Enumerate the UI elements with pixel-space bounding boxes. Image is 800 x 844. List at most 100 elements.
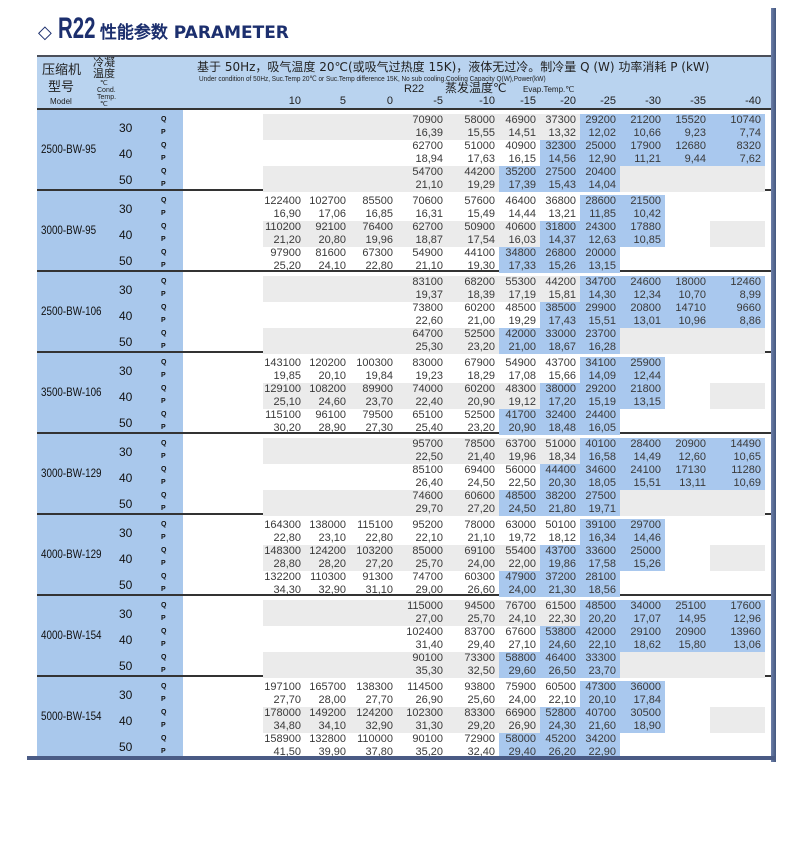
capacity-cell: 102300 [397,707,447,720]
capacity-cell [710,733,765,746]
capacity-cell: 69400 [464,464,495,476]
capacity-cell: 11280 [710,464,765,477]
cond-temp-label: 40 [119,309,133,323]
power-cell: 23,20 [447,341,499,354]
capacity-cell [710,166,765,179]
power-cell: 21,80 [540,503,580,516]
capacity-cell: 40900 [505,140,536,152]
power-row-label: P [161,560,166,567]
power-cell: 18,94 [415,153,443,165]
power-cell: 22,10 [415,532,443,544]
power-cell: 24,00 [499,584,540,597]
power-cell [710,503,765,516]
power-cell: 10,96 [665,315,710,328]
power-cell: 31,10 [365,584,393,596]
capacity-cell: 72900 [464,733,495,745]
power-cell: 18,90 [620,720,665,733]
capacity-cell: 73300 [447,652,499,665]
capacity-cell: 24300 [580,221,620,234]
capacity-cell [710,328,765,341]
power-cell: 23,10 [318,532,346,544]
capacity-cell: 75900 [505,681,536,693]
capacity-cell: 63700 [499,438,540,451]
power-cell: 14,56 [540,153,580,166]
power-cell: 14,30 [580,289,620,302]
capacity-cell [665,357,710,370]
capacity-cell [305,166,350,179]
cond-temp-label: 40 [119,552,133,566]
power-cell: 20,10 [580,694,620,707]
power-cell: 22,00 [499,558,540,571]
capacity-cell: 34000 [620,600,665,613]
capacity-cell: 51000 [540,438,580,451]
capacity-cell: 36000 [620,681,665,694]
cond-temp-label: 40 [119,390,133,404]
capacity-cell: 61500 [540,600,580,613]
power-cell: 24,10 [318,260,346,272]
power-cell [350,341,397,354]
power-cell [263,153,305,166]
capacity-cell [263,652,305,665]
capacity-cell [305,140,350,153]
power-cell: 19,71 [580,503,620,516]
power-cell: 19,12 [499,396,540,409]
model-block: 4000-BW-129 30 Q 164300 138000 115100 95200 780… [37,515,771,597]
power-cell: 15,26 [540,260,580,273]
power-cell: 12,63 [580,234,620,247]
power-row-label: P [161,615,166,622]
power-cell: 19,86 [540,558,580,571]
power-cell: 29,60 [499,665,540,678]
cond-temp-label: 30 [119,445,133,459]
bottom-border-bar [27,756,776,760]
model-name: 3000-BW-129 [41,466,102,480]
power-cell [710,558,765,571]
power-cell: 13,01 [620,315,665,328]
power-cell [305,153,350,166]
power-row-label: P [161,181,166,188]
power-cell: 15,51 [620,477,665,490]
power-cell [305,315,350,328]
power-cell: 14,51 [499,127,540,140]
power-cell: 26,40 [415,477,443,489]
cond-header-cn: 冷凝 [93,56,115,69]
power-cell: 32,90 [318,584,346,596]
power-cell: 20,80 [305,234,350,247]
power-cell: 26,60 [467,584,495,596]
capacity-cell: 25100 [665,600,710,613]
capacity-cell: 35200 [499,166,540,179]
capacity-cell: 138300 [356,681,393,693]
capacity-cell [665,409,710,422]
cond-temp-label: 40 [119,147,133,161]
power-cell: 18,87 [397,234,447,247]
capacity-row-label: Q [161,278,167,285]
power-row-label: P [161,534,166,541]
power-cell: 21,10 [467,532,495,544]
capacity-cell: 25900 [620,357,665,370]
capacity-cell [620,733,665,746]
capacity-cell [263,276,305,289]
capacity-cell: 29100 [620,626,665,639]
capacity-cell [263,140,305,153]
cond-temp-label: 40 [119,228,133,242]
capacity-cell: 24600 [620,276,665,289]
cond-temp-label: 50 [119,416,133,430]
power-cell: 22,50 [508,477,536,489]
capacity-cell [665,571,710,584]
capacity-cell [305,490,350,503]
power-cell: 18,05 [580,477,620,490]
model-label-column [37,596,183,675]
capacity-cell: 53800 [540,626,580,639]
power-cell: 18,48 [540,422,580,435]
power-cell: 16,85 [365,208,393,220]
capacity-cell [620,409,665,422]
power-cell: 17,43 [540,315,580,328]
model-block: 4000-BW-154 30 Q 115000 94500 76700 61500 48500… [37,596,771,678]
power-row-label: P [161,372,166,379]
power-cell [665,208,710,221]
capacity-cell: 90100 [397,652,447,665]
capacity-cell: 48300 [499,383,540,396]
capacity-cell: 74700 [412,571,443,583]
capacity-cell: 132800 [309,733,346,745]
power-cell: 21,00 [499,341,540,354]
capacity-cell: 96100 [315,409,346,421]
